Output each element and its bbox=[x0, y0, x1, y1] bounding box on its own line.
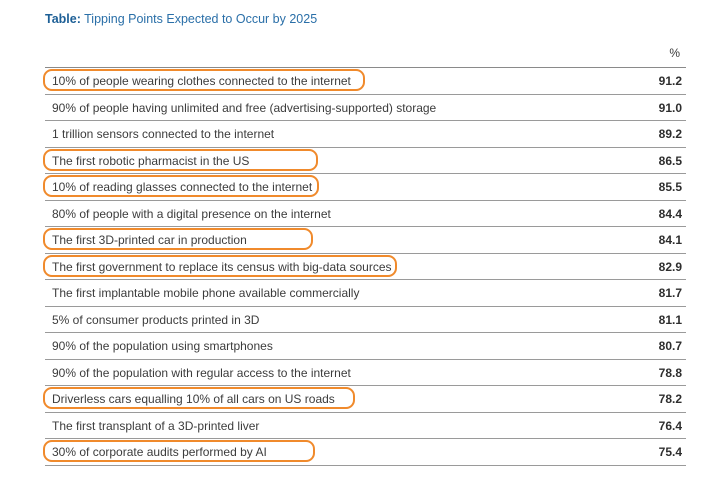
table-row: 10% of people wearing clothes connected … bbox=[43, 68, 686, 95]
row-value: 91.0 bbox=[658, 100, 682, 115]
table-row: 90% of the population using smartphones 8… bbox=[45, 333, 686, 360]
row-label: 90% of people having unlimited and free … bbox=[52, 100, 437, 115]
row-label: 80% of people with a digital presence on… bbox=[52, 206, 331, 221]
highlight-circle bbox=[43, 175, 319, 197]
row-label: The first robotic pharmacist in the US bbox=[52, 153, 250, 168]
row-value: 85.5 bbox=[658, 180, 682, 194]
table-row: The first robotic pharmacist in the US 86… bbox=[43, 148, 686, 174]
row-value: 82.9 bbox=[658, 259, 682, 274]
highlight-circle bbox=[43, 254, 397, 277]
row-label: 5% of consumer products printed in 3D bbox=[52, 312, 260, 327]
table-row: 90% of people having unlimited and free … bbox=[45, 95, 686, 121]
row-label: 90% of the population using smartphones bbox=[52, 339, 273, 353]
table-title-text: Tipping Points Expected to Occur by 2025 bbox=[84, 12, 318, 26]
row-value: 81.7 bbox=[658, 286, 682, 300]
table-row: 5% of consumer products printed in 3D 81.… bbox=[45, 307, 686, 333]
row-value: 78.2 bbox=[658, 392, 682, 406]
row-value: 84.4 bbox=[658, 206, 682, 221]
table-row: 1 trillion sensors connected to the inte… bbox=[45, 121, 686, 148]
row-label: 30% of corporate audits performed by AI bbox=[52, 445, 267, 459]
percent-column-header: % bbox=[669, 46, 680, 60]
highlight-circle bbox=[43, 440, 315, 462]
row-value: 91.2 bbox=[658, 74, 682, 88]
tipping-points-table: 10% of people wearing clothes connected … bbox=[43, 67, 686, 466]
row-label: 1 trillion sensors connected to the inte… bbox=[52, 127, 275, 141]
row-label: The first 3D-printed car in production bbox=[52, 233, 247, 247]
row-value: 84.1 bbox=[658, 233, 682, 247]
row-value: 89.2 bbox=[658, 127, 682, 141]
row-label: The first government to replace its cens… bbox=[52, 259, 392, 274]
row-label: Driverless cars equalling 10% of all car… bbox=[52, 392, 335, 406]
table-row: The first 3D-printed car in production 84… bbox=[43, 227, 686, 254]
highlight-circle bbox=[43, 148, 318, 171]
row-label: 10% of people wearing clothes connected … bbox=[52, 74, 351, 88]
table-row: The first transplant of a 3D-printed liv… bbox=[45, 413, 686, 439]
highlight-circle bbox=[43, 69, 365, 91]
row-value: 80.7 bbox=[658, 339, 682, 353]
highlight-circle bbox=[43, 387, 355, 409]
table-row: 90% of the population with regular acces… bbox=[45, 360, 686, 386]
table-row: 10% of reading glasses connected to the … bbox=[43, 174, 686, 201]
table-row: 80% of people with a digital presence on… bbox=[45, 201, 686, 227]
highlight-circle bbox=[43, 228, 313, 250]
row-value: 75.4 bbox=[658, 445, 682, 459]
row-value: 86.5 bbox=[658, 153, 682, 168]
table-title-prefix: Table: bbox=[45, 12, 81, 26]
row-label: 90% of the population with regular acces… bbox=[52, 365, 351, 380]
table-row: 30% of corporate audits performed by AI 7… bbox=[43, 439, 686, 466]
row-value: 78.8 bbox=[658, 365, 682, 380]
table-row: Driverless cars equalling 10% of all car… bbox=[43, 386, 686, 413]
table-row: The first implantable mobile phone avail… bbox=[45, 280, 686, 307]
table-row: The first government to replace its cens… bbox=[43, 254, 686, 280]
table-title: Table: Tipping Points Expected to Occur … bbox=[45, 12, 317, 26]
row-value: 76.4 bbox=[658, 418, 682, 433]
row-value: 81.1 bbox=[658, 312, 682, 327]
row-label: 10% of reading glasses connected to the … bbox=[52, 180, 313, 194]
row-label: The first implantable mobile phone avail… bbox=[52, 286, 360, 300]
row-label: The first transplant of a 3D-printed liv… bbox=[52, 418, 260, 433]
